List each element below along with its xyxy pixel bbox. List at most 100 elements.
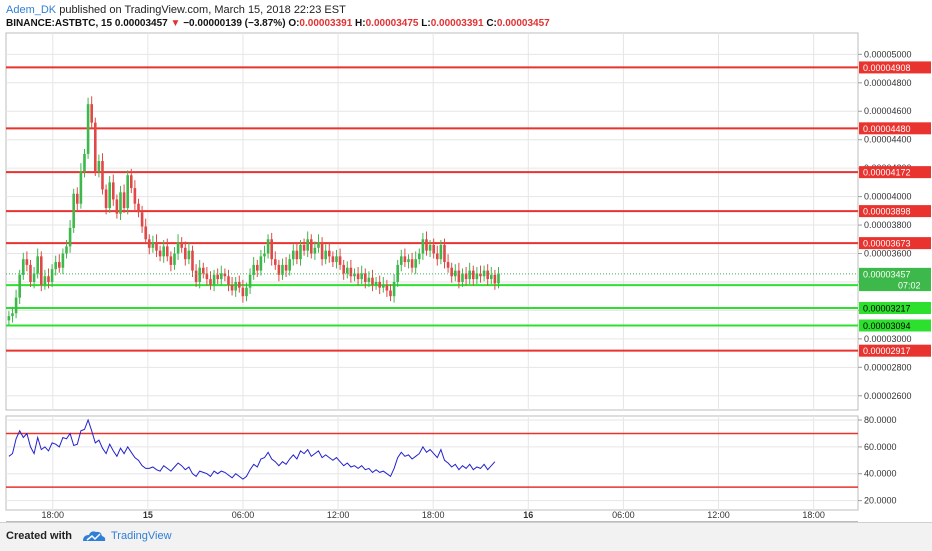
candle-body	[281, 264, 284, 275]
rsi-tick-label: 20.0000	[864, 496, 897, 506]
candle-body	[414, 259, 417, 268]
candle-body	[410, 259, 414, 268]
candle-body	[317, 242, 320, 248]
candle-body	[327, 250, 331, 257]
candle-body	[72, 193, 75, 228]
candle-body	[57, 262, 61, 268]
candle-body	[61, 253, 65, 268]
candle-body	[183, 247, 187, 260]
candle-body	[349, 267, 353, 277]
support-label-bg	[859, 301, 931, 314]
tradingview-brand[interactable]: TradingView	[111, 530, 172, 542]
price-tick-label: 0.00004800	[864, 78, 912, 88]
candle-body	[295, 250, 299, 260]
candle-body	[39, 256, 43, 285]
candle-body	[389, 290, 392, 297]
candle-body	[259, 256, 263, 271]
candle-body	[93, 122, 97, 171]
low-value: 0.00003391	[430, 18, 484, 29]
time-tick-label: 18:00	[422, 510, 445, 520]
current-price-label: 0.00003457	[863, 269, 911, 279]
close-value: 0.00003457	[496, 18, 550, 29]
candle-body	[180, 242, 183, 248]
candle-body	[407, 259, 410, 263]
candle-body	[453, 270, 457, 277]
candle-body	[191, 250, 194, 271]
time-tick-label: 12:00	[327, 510, 350, 520]
candle-body	[425, 239, 428, 251]
candle-body	[162, 246, 165, 257]
candle-body	[288, 259, 291, 271]
candle-body	[331, 256, 335, 263]
candle-body	[367, 277, 371, 282]
created-with-text: Created with	[6, 530, 73, 542]
candle-body	[47, 276, 50, 282]
candle-body	[435, 253, 439, 260]
candle-body	[151, 242, 155, 248]
rsi-axis: 80.0000 60.0000 40.0000 20.0000	[6, 415, 897, 506]
author-link[interactable]: Adem_DK	[6, 4, 57, 16]
candle-body	[126, 175, 129, 208]
rsi-line	[8, 418, 496, 480]
candle-body	[396, 264, 399, 282]
candle-body	[133, 188, 137, 204]
candle-body	[302, 244, 306, 251]
price-tick-label: 0.00004400	[864, 135, 912, 145]
candle-body	[75, 193, 79, 204]
candle-body	[306, 239, 309, 251]
candle-body	[36, 256, 39, 274]
time-tick-label: 16	[523, 510, 533, 520]
down-arrow-icon: ▼	[170, 18, 181, 29]
candle-body	[86, 104, 90, 154]
candle-body	[155, 242, 158, 251]
candle-body	[363, 273, 367, 282]
candle-body	[21, 259, 25, 275]
candle-body	[11, 313, 14, 317]
candle-body	[464, 273, 468, 280]
candle-body	[263, 253, 266, 257]
candle-body	[403, 256, 407, 263]
candles	[7, 96, 500, 326]
candle-body	[320, 242, 324, 260]
candle-body	[83, 153, 86, 171]
candle-body	[356, 273, 360, 280]
symbol-label: BINANCE:ASTBTC, 15	[6, 18, 113, 29]
price-tick-label: 0.00002800	[864, 362, 912, 372]
rsi-tick-label: 40.0000	[864, 469, 897, 479]
candle-body	[198, 267, 201, 282]
candle-body	[309, 239, 313, 254]
candle-body	[378, 281, 381, 288]
candle-body	[169, 256, 173, 265]
candle-body	[223, 273, 227, 277]
candle-body	[284, 264, 288, 271]
candle-body	[446, 262, 450, 268]
candle-body	[299, 244, 302, 260]
candle-body	[201, 267, 205, 274]
candle-body	[482, 270, 486, 277]
open-value: 0.00003391	[299, 18, 353, 29]
time-tick-label: 06:00	[232, 510, 255, 520]
resistance-label: 0.00003673	[863, 239, 911, 249]
candle-body	[360, 273, 363, 280]
candle-body	[137, 203, 140, 213]
high-value: 0.00003475	[365, 18, 419, 29]
price-chart[interactable]: 0.00005000 0.00004800 0.00004600 0.00004400…	[0, 0, 932, 522]
candle-body	[371, 277, 374, 285]
candle-body	[468, 270, 471, 280]
candle-body	[194, 270, 198, 282]
candle-body	[101, 161, 104, 190]
candle-body	[479, 273, 482, 277]
candle-body	[79, 170, 83, 204]
candle-body	[187, 250, 191, 260]
candle-body	[230, 284, 234, 291]
candle-body	[273, 259, 277, 265]
candle-body	[111, 182, 115, 200]
candle-body	[122, 192, 126, 208]
candle-body	[43, 276, 47, 285]
publish-line: Adem_DK published on TradingView.com, Ma…	[6, 4, 346, 16]
candle-body	[443, 244, 446, 263]
price-tick-label: 0.00004600	[864, 106, 912, 116]
candle-body	[381, 284, 385, 288]
candle-body	[241, 287, 245, 297]
resistance-label-bg	[859, 237, 931, 250]
